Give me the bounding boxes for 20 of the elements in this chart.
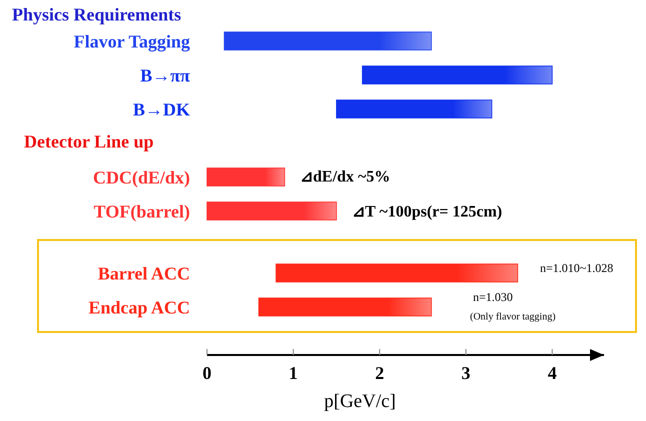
x-tick-label: 2: [375, 363, 384, 383]
y-tick-label: CDC(dE/dx): [92, 167, 190, 188]
y-tick-label: Flavor Tagging: [74, 31, 190, 52]
y-tick-label: TOF(barrel): [94, 201, 190, 222]
annotation: (Only flavor tagging): [470, 312, 556, 322]
y-tick-label: B→ππ: [140, 65, 190, 86]
annotation: ⊿T ~100ps(r= 125cm): [352, 204, 502, 221]
annotation: n=1.030: [473, 290, 513, 304]
x-tick-label: 3: [461, 363, 470, 383]
annotation: ⊿dE/dx ~5%: [300, 168, 390, 186]
x-tick-label: 0: [202, 363, 212, 383]
y-tick-label: Endcap ACC: [88, 297, 190, 318]
text: Physics Requirements: [12, 4, 182, 24]
y-tick-label: Barrel ACC: [98, 263, 190, 284]
x-tick-label: 1: [288, 363, 298, 383]
text: Detector Line up: [24, 131, 154, 152]
annotation: n=1.010~1.028: [540, 261, 614, 276]
x-axis-title: p[GeV/c]: [324, 391, 396, 412]
y-tick-label: B→DK: [132, 99, 190, 120]
x-tick-label: 4: [548, 363, 557, 383]
